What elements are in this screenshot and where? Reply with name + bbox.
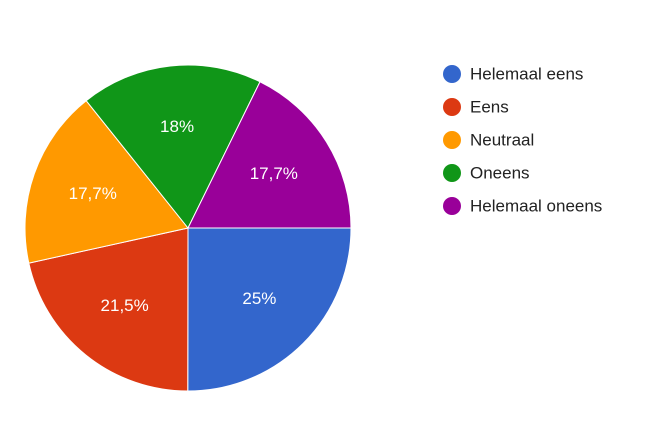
- legend-label: Helemaal eens: [470, 64, 583, 83]
- legend-marker: [443, 98, 461, 116]
- slice-label: 18%: [160, 117, 194, 136]
- legend-label: Neutraal: [470, 130, 534, 149]
- pie-slice: [85, 64, 261, 229]
- pie-slice: [187, 227, 352, 392]
- legend-marker: [443, 197, 461, 215]
- legend-label: Helemaal oneens: [470, 196, 602, 215]
- slice-label: 21,5%: [101, 296, 149, 315]
- legend-marker: [443, 65, 461, 83]
- legend-label: Eens: [470, 97, 509, 116]
- legend-marker: [443, 131, 461, 149]
- slice-label: 25%: [242, 289, 276, 308]
- legend-label: Oneens: [470, 163, 530, 182]
- pie-slice: [187, 81, 352, 229]
- legend-marker: [443, 164, 461, 182]
- pie-slice: [24, 99, 189, 264]
- slice-label: 17,7%: [250, 164, 298, 183]
- pie-slice: [28, 227, 189, 392]
- slice-label: 17,7%: [69, 184, 117, 203]
